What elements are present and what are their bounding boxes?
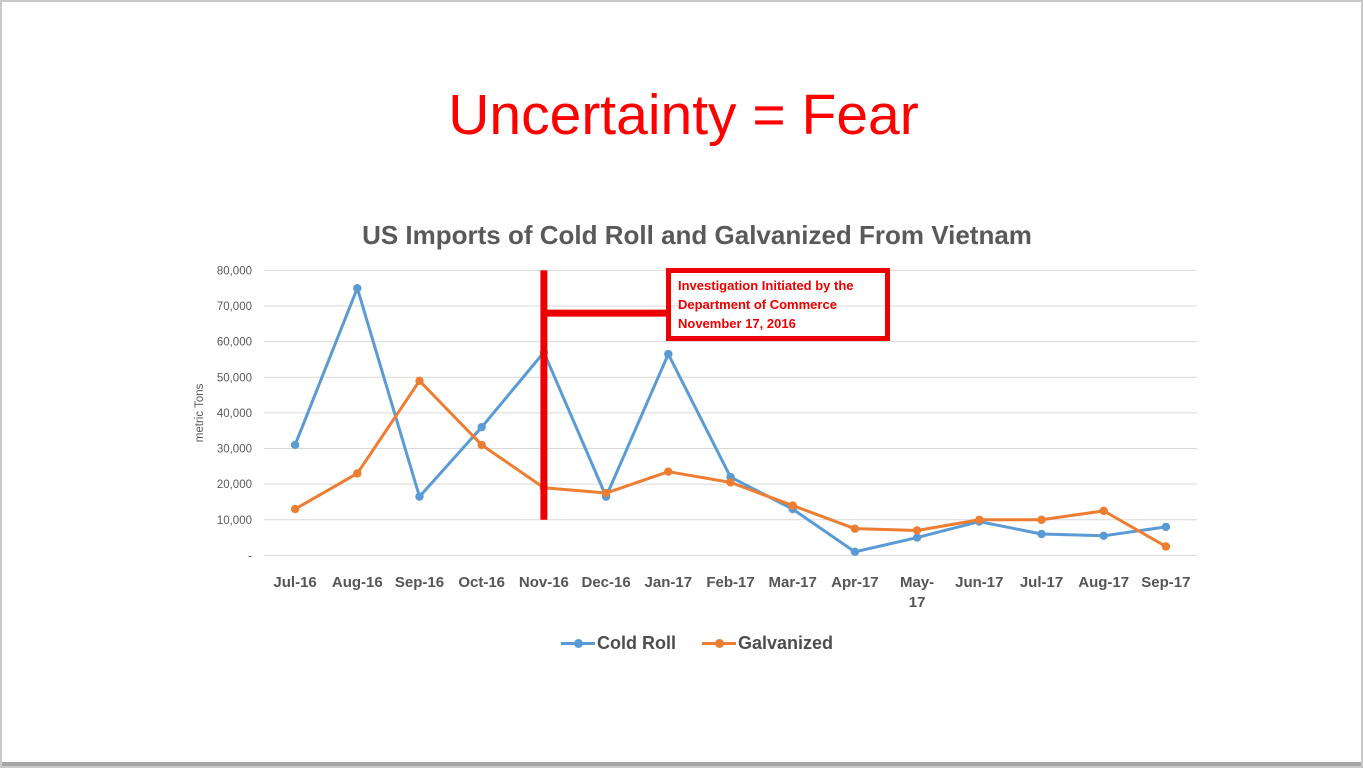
data-point-marker (1161, 542, 1171, 551)
x-axis-tick-label: Apr-17 (831, 574, 879, 591)
x-axis-tick-label: Dec-16 (581, 574, 630, 591)
annotation-text-line3: November 17, 2016 (678, 316, 796, 331)
chart-legend: Cold Roll Galvanized (192, 633, 1202, 654)
legend-item-galvanized: Galvanized (701, 633, 834, 654)
data-point-marker (788, 501, 797, 510)
chart-title: US Imports of Cold Roll and Galvanized F… (362, 220, 1032, 250)
data-point-marker (726, 478, 735, 487)
data-point-marker (353, 469, 362, 478)
data-point-marker (415, 492, 424, 501)
y-axis-tick-label: 70,000 (217, 301, 252, 313)
data-point-marker (1099, 506, 1108, 516)
data-point-marker (477, 440, 486, 450)
slide-bottom-border (2, 762, 1361, 766)
annotation-box: Investigation Initiated by the Departmen… (666, 268, 890, 341)
data-point-marker (477, 422, 486, 432)
x-axis-tick-label: Aug-16 (332, 574, 383, 591)
data-point-marker (664, 349, 673, 359)
legend-line-marker-icon (701, 639, 736, 648)
x-axis-tick-label: Jul-16 (273, 574, 316, 591)
y-axis-tick-label: 80,000 (217, 265, 252, 277)
y-axis-tick-label: - (248, 550, 252, 562)
data-point-marker (1099, 531, 1108, 541)
y-axis-tick-label: 10,000 (217, 515, 252, 527)
data-point-marker (601, 488, 611, 498)
x-axis-tick-label: Jun-17 (955, 574, 1003, 591)
y-axis-title: metric Tons (194, 383, 206, 442)
data-point-marker (850, 524, 860, 533)
y-axis-tick-label: 20,000 (217, 479, 252, 491)
legend-line-marker-icon (560, 639, 595, 648)
data-point-marker (290, 504, 300, 514)
data-point-marker (415, 376, 424, 386)
legend-label: Cold Roll (596, 633, 676, 653)
data-point-marker (664, 467, 673, 476)
data-point-marker (912, 526, 922, 535)
y-axis-tick-label: 40,000 (217, 408, 252, 420)
data-point-marker (975, 515, 984, 524)
x-axis-tick-label: Sep-16 (395, 574, 444, 591)
annotation-text-line2: Department of Commerce (678, 297, 837, 312)
data-point-marker (353, 284, 362, 293)
x-axis-tick-label: Jul-17 (1020, 574, 1063, 591)
annotation-text-line1: Investigation Initiated by the (678, 278, 854, 293)
data-point-marker (1037, 529, 1046, 539)
legend-item-cold-roll: Cold Roll (560, 633, 676, 654)
series-line-galvanized (293, 379, 1168, 548)
x-axis-tick-label: Feb-17 (706, 574, 754, 591)
legend-label: Galvanized (737, 633, 834, 653)
data-point-marker (912, 533, 922, 542)
y-axis-tick-label: 50,000 (217, 372, 252, 384)
x-axis-tick-label: Jan-17 (645, 574, 693, 591)
data-point-marker (850, 547, 860, 557)
data-point-marker (1037, 515, 1046, 524)
x-axis-tick-label: Mar-17 (769, 574, 817, 591)
data-point-marker (1161, 522, 1171, 532)
x-axis-tick-label: Oct-16 (458, 574, 505, 591)
x-axis-tick-label: Aug-17 (1078, 574, 1129, 591)
y-axis-tick-label: 60,000 (217, 337, 252, 349)
x-axis-tick-label: Nov-16 (519, 574, 569, 591)
x-axis-tick-label: Sep-17 (1141, 574, 1190, 591)
y-axis-tick-label: 30,000 (217, 444, 252, 456)
slide-title: Uncertainty = Fear (448, 83, 919, 147)
x-axis-tick-label: May-17 (900, 574, 934, 611)
data-point-marker (290, 440, 300, 450)
